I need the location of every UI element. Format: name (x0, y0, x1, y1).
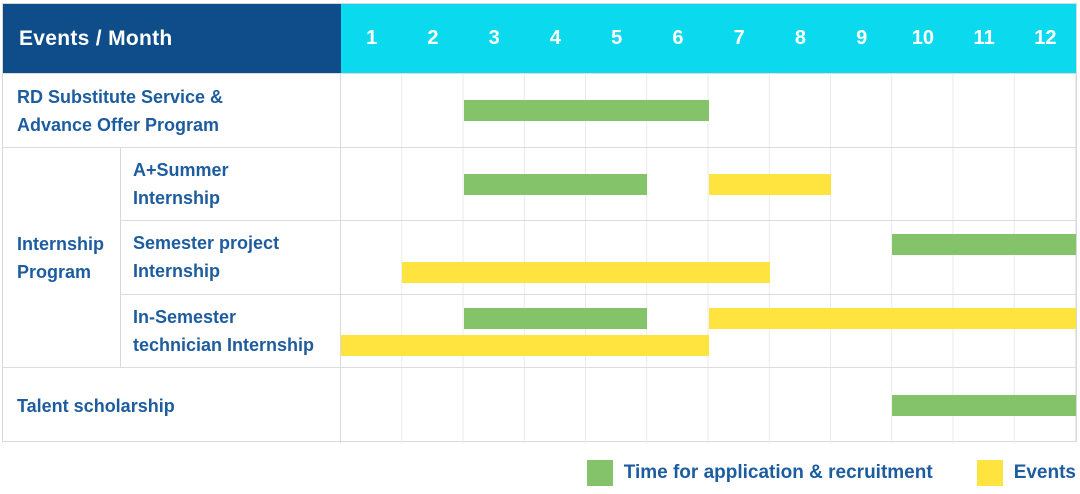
gantt-bar-application (463, 307, 648, 329)
gantt-bar-application (463, 173, 648, 195)
legend-label: Events (1013, 462, 1076, 483)
month-header-11: 11 (973, 27, 995, 49)
row-label-line: Semester project (133, 233, 280, 254)
gantt-bar-event (708, 173, 831, 195)
events-month-table: Events / Month 1 2 3 4 5 6 7 8 9 10 11 1… (2, 3, 1077, 443)
row-label-line: Advance Offer Program (17, 114, 220, 135)
table-row: A+Summer Internship (121, 148, 1076, 221)
row-label-line: Internship (133, 261, 221, 282)
month-header-1: 1 (366, 27, 378, 49)
row-label-line: A+Summer (133, 160, 229, 181)
row-label: RD Substitute Service & Advance Offer Pr… (3, 74, 341, 147)
table-row-group: Internship Program A+Summer Internship S… (3, 147, 1076, 367)
gantt-bar-application (892, 395, 1076, 416)
gantt-bar-application (463, 100, 709, 121)
legend-item-events: Events (976, 460, 1076, 486)
table-row: In-Semester technician Internship (121, 293, 1076, 367)
row-label-line: technician Internship (133, 334, 315, 355)
table-row: Talent scholarship (3, 367, 1076, 443)
application-color-swatch (586, 460, 613, 486)
table-header-row: Events / Month 1 2 3 4 5 6 7 8 9 10 11 1… (3, 4, 1076, 73)
month-header-3: 3 (488, 27, 500, 49)
month-header-strip: 1 2 3 4 5 6 7 8 9 10 11 12 (341, 4, 1076, 73)
month-header-2: 2 (427, 27, 439, 49)
events-month-header-cell: Events / Month (3, 4, 341, 73)
legend-label: Time for application & recruitment (623, 462, 933, 483)
table-row: Semester project Internship (121, 220, 1076, 294)
row-label: Semester project Internship (121, 221, 341, 294)
month-header-10: 10 (911, 27, 934, 49)
gantt-bar-event (341, 335, 709, 357)
row-label: In-Semester technician Internship (121, 294, 341, 367)
gantt-row-track (341, 74, 1076, 147)
month-header-12: 12 (1034, 27, 1057, 49)
legend-item-application: Time for application & recruitment (586, 460, 933, 486)
gantt-bar-application (892, 234, 1076, 256)
gantt-bar-event (402, 261, 770, 283)
legend: Time for application & recruitment Event… (586, 456, 1076, 490)
gantt-row-track (341, 294, 1076, 367)
table-title: Events / Month (19, 26, 173, 50)
month-header-5: 5 (611, 27, 623, 49)
month-header-9: 9 (856, 27, 868, 49)
group-label: Internship Program (3, 148, 121, 367)
row-label-line: Talent scholarship (17, 395, 175, 416)
group-label-line: Program (17, 261, 92, 282)
gantt-row-track (341, 221, 1076, 294)
gantt-bar-event (708, 307, 1076, 329)
gantt-row-track (341, 148, 1076, 221)
group-subrows: A+Summer Internship Semester project Int… (121, 148, 1076, 367)
row-label: Talent scholarship (3, 368, 341, 443)
gantt-row-track (341, 368, 1076, 443)
events-color-swatch (976, 460, 1003, 486)
table-row: RD Substitute Service & Advance Offer Pr… (3, 73, 1076, 147)
month-header-6: 6 (672, 27, 684, 49)
month-header-7: 7 (733, 27, 745, 49)
row-label-line: Internship (133, 188, 221, 209)
group-label-line: Internship (17, 233, 105, 254)
row-label: A+Summer Internship (121, 148, 341, 221)
month-header-8: 8 (794, 27, 806, 49)
row-label-line: RD Substitute Service & (17, 86, 224, 107)
row-label-line: In-Semester (133, 306, 237, 327)
month-header-4: 4 (549, 27, 561, 49)
